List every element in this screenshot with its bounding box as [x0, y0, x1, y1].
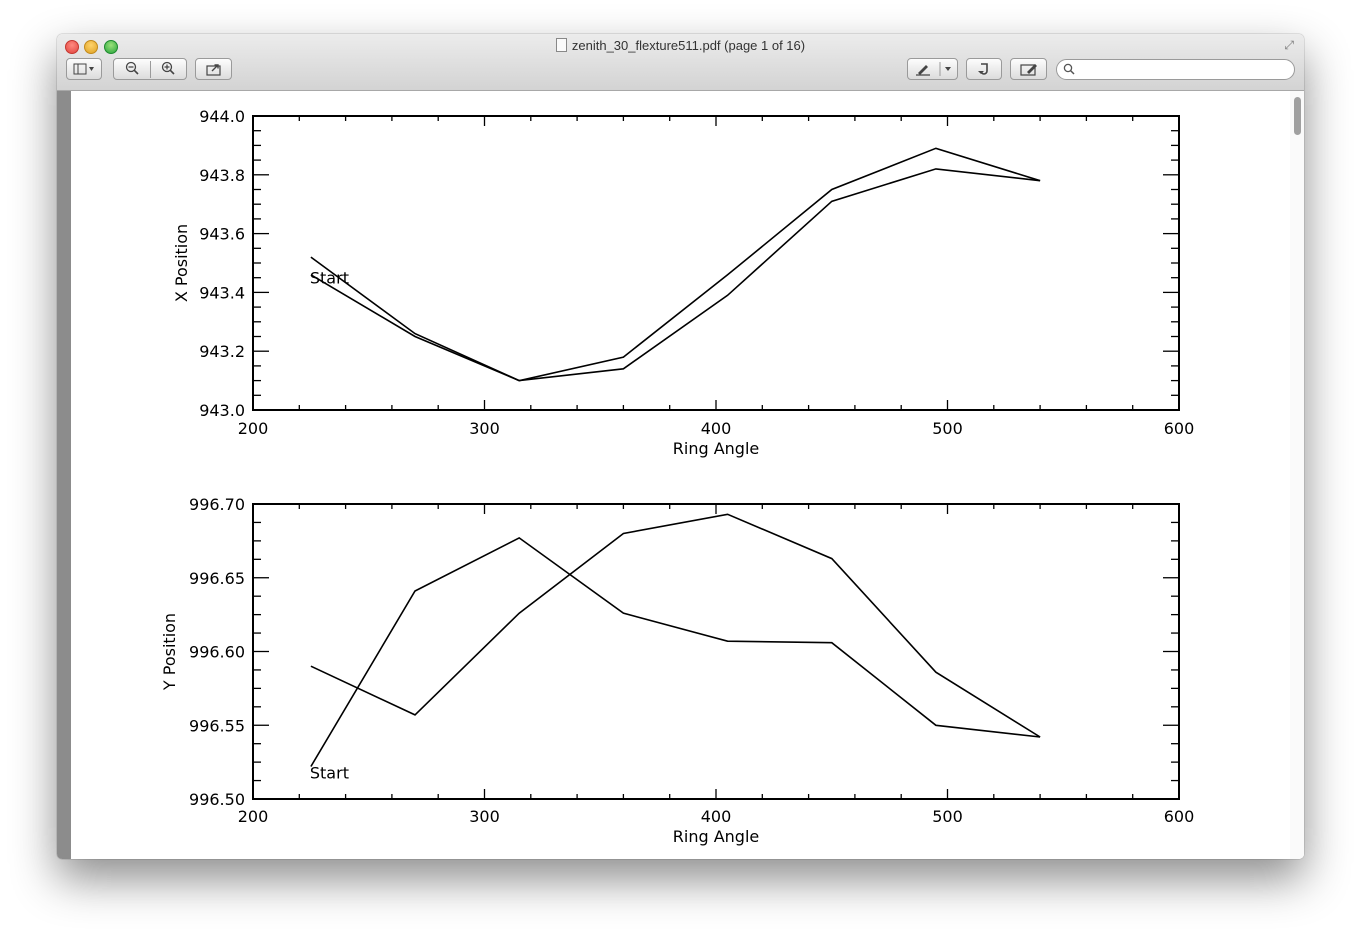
search-input[interactable]: [1079, 62, 1283, 79]
zoom-in-icon: [162, 61, 175, 75]
share-button[interactable]: [195, 58, 232, 80]
y-tick-label: 943.2: [199, 342, 245, 361]
y-tick-label: 943.0: [199, 401, 245, 420]
zoom-out-button[interactable]: [114, 61, 150, 78]
y-tick-label: 996.70: [189, 495, 245, 514]
share-icon: [205, 64, 221, 76]
sidebar-icon: [73, 63, 94, 75]
search-icon: [1063, 63, 1075, 75]
y-tick-label: 943.4: [199, 283, 245, 302]
x-tick-label: 600: [1164, 419, 1195, 438]
y-tick-label: 996.50: [189, 790, 245, 809]
pdf-page: 200 300 400 500 600 943.0 943.2 943.4 943.6 943.8…: [71, 91, 1304, 859]
x-axis-label: Ring Angle: [673, 827, 759, 846]
y-position-chart: 200 300 400 500 600 996.50 996.55 996.60 996.65 9…: [160, 495, 1195, 846]
x-position-chart: 200 300 400 500 600 943.0 943.2 943.4 943.6 943.8…: [172, 107, 1195, 458]
zoom-in-button[interactable]: [149, 60, 187, 78]
y-axis-label: Y Position: [160, 613, 179, 691]
plot-frame: [252, 503, 1180, 800]
start-annotation: Start: [310, 763, 349, 782]
zoom-out-icon: [125, 61, 139, 75]
x-tick-label: 400: [701, 807, 732, 826]
y-tick-label: 943.8: [199, 166, 245, 185]
search-field[interactable]: [1056, 59, 1295, 80]
zoom-window-button[interactable]: [104, 40, 118, 54]
y-tick-label: 944.0: [199, 107, 245, 126]
series-line-1: [310, 147, 1041, 382]
start-annotation: Start: [310, 269, 349, 288]
series-line-2: [310, 513, 1041, 738]
preview-window: zenith_30_flexture511.pdf (page 1 of 16)…: [57, 34, 1304, 859]
y-tick-label: 943.6: [199, 225, 245, 244]
series-line-1: [310, 536, 1041, 767]
x-tick-label: 200: [238, 807, 269, 826]
window-title-wrap: zenith_30_flexture511.pdf (page 1 of 16): [57, 38, 1304, 54]
minimize-window-button[interactable]: [84, 40, 98, 54]
edit-icon: [1019, 64, 1037, 76]
x-tick-label: 600: [1164, 807, 1195, 826]
y-tick-label: 996.60: [189, 643, 245, 662]
vertical-scrollbar[interactable]: [1290, 91, 1304, 859]
annotate-icon: [915, 62, 951, 76]
title-bar: zenith_30_flexture511.pdf (page 1 of 16)…: [57, 34, 1304, 91]
sidebar-gutter: [57, 91, 71, 859]
x-tick-label: 500: [932, 419, 963, 438]
fullscreen-icon[interactable]: ⤢: [1284, 38, 1294, 52]
window-title: zenith_30_flexture511.pdf (page 1 of 16): [571, 38, 806, 53]
y-axis-label: X Position: [172, 224, 191, 302]
rotate-icon: [978, 63, 988, 75]
x-axis-label: Ring Angle: [673, 439, 759, 458]
edit-toolbar-button[interactable]: [1010, 58, 1047, 80]
y-tick-label: 996.65: [189, 569, 245, 588]
close-window-button[interactable]: [65, 40, 79, 54]
zoom-button-group: [113, 58, 187, 80]
x-tick-label: 300: [469, 807, 500, 826]
sidebar-view-button[interactable]: [66, 58, 102, 80]
y-tick-label: 996.55: [189, 716, 245, 735]
x-tick-label: 500: [932, 807, 963, 826]
scrollbar-thumb[interactable]: [1294, 97, 1301, 135]
x-tick-label: 400: [701, 419, 732, 438]
plot-frame: [252, 115, 1180, 411]
series-line-2: [310, 168, 1041, 382]
x-tick-label: 200: [238, 419, 269, 438]
document-icon: [555, 38, 567, 52]
x-tick-label: 300: [469, 419, 500, 438]
annotate-button[interactable]: [907, 58, 958, 80]
rotate-button[interactable]: [966, 58, 1002, 80]
